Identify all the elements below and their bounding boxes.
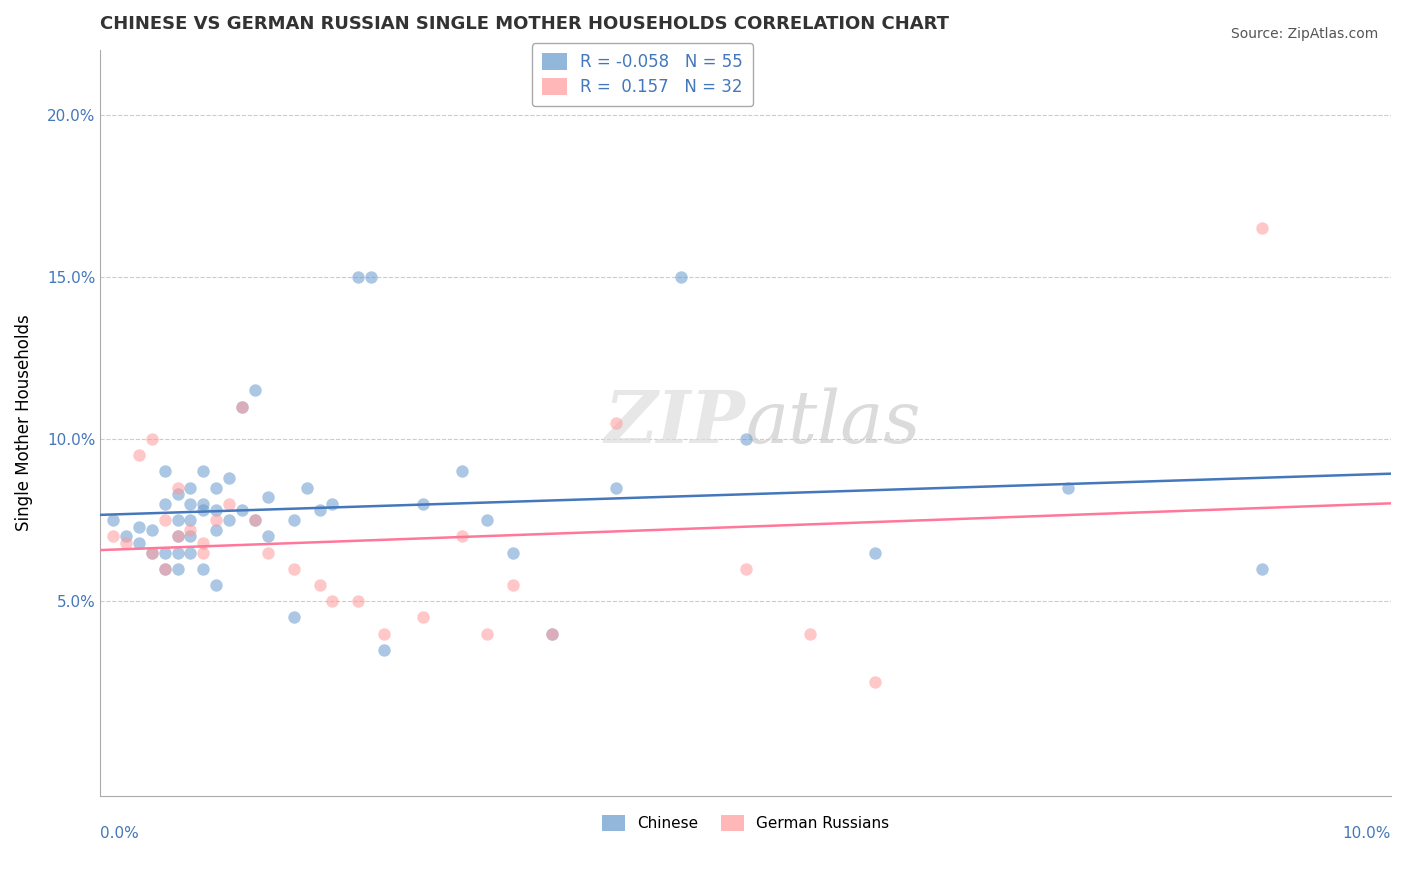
Point bbox=[231, 503, 253, 517]
Point bbox=[166, 529, 188, 543]
Point bbox=[502, 578, 524, 592]
Point bbox=[128, 536, 150, 550]
Point bbox=[321, 497, 343, 511]
Text: 10.0%: 10.0% bbox=[1343, 826, 1391, 841]
Point bbox=[799, 626, 821, 640]
Point bbox=[734, 562, 756, 576]
Point bbox=[166, 487, 188, 501]
Point bbox=[541, 626, 564, 640]
Point bbox=[115, 536, 138, 550]
Text: Source: ZipAtlas.com: Source: ZipAtlas.com bbox=[1230, 27, 1378, 41]
Point bbox=[257, 545, 280, 559]
Point bbox=[243, 384, 266, 398]
Point bbox=[153, 562, 176, 576]
Point bbox=[373, 626, 395, 640]
Point bbox=[179, 529, 201, 543]
Point bbox=[205, 523, 228, 537]
Point bbox=[193, 465, 215, 479]
Point bbox=[205, 578, 228, 592]
Point bbox=[283, 562, 305, 576]
Point bbox=[1251, 562, 1274, 576]
Point bbox=[347, 269, 370, 284]
Point bbox=[412, 497, 434, 511]
Point bbox=[141, 432, 163, 446]
Point bbox=[295, 481, 318, 495]
Point bbox=[153, 562, 176, 576]
Point bbox=[450, 529, 472, 543]
Point bbox=[502, 545, 524, 559]
Point bbox=[605, 416, 627, 430]
Point bbox=[141, 545, 163, 559]
Point bbox=[231, 400, 253, 414]
Point bbox=[231, 400, 253, 414]
Point bbox=[141, 523, 163, 537]
Point bbox=[166, 529, 188, 543]
Point bbox=[153, 513, 176, 527]
Point bbox=[153, 465, 176, 479]
Point bbox=[193, 497, 215, 511]
Point bbox=[863, 545, 886, 559]
Point bbox=[218, 513, 240, 527]
Point bbox=[605, 481, 627, 495]
Point bbox=[243, 513, 266, 527]
Point bbox=[669, 269, 692, 284]
Point bbox=[205, 481, 228, 495]
Point bbox=[179, 513, 201, 527]
Point bbox=[541, 626, 564, 640]
Point bbox=[179, 523, 201, 537]
Point bbox=[257, 491, 280, 505]
Point bbox=[218, 497, 240, 511]
Point bbox=[257, 529, 280, 543]
Point bbox=[193, 545, 215, 559]
Point bbox=[205, 503, 228, 517]
Point bbox=[153, 497, 176, 511]
Point bbox=[193, 562, 215, 576]
Point bbox=[321, 594, 343, 608]
Point bbox=[373, 642, 395, 657]
Point bbox=[412, 610, 434, 624]
Point bbox=[477, 513, 499, 527]
Point bbox=[166, 481, 188, 495]
Point bbox=[1251, 221, 1274, 235]
Point bbox=[450, 465, 472, 479]
Point bbox=[179, 545, 201, 559]
Point bbox=[360, 269, 382, 284]
Y-axis label: Single Mother Households: Single Mother Households bbox=[15, 314, 32, 531]
Point bbox=[1057, 481, 1080, 495]
Point bbox=[243, 513, 266, 527]
Text: CHINESE VS GERMAN RUSSIAN SINGLE MOTHER HOUSEHOLDS CORRELATION CHART: CHINESE VS GERMAN RUSSIAN SINGLE MOTHER … bbox=[100, 15, 949, 33]
Point bbox=[115, 529, 138, 543]
Point bbox=[101, 529, 124, 543]
Text: ZIP: ZIP bbox=[605, 387, 745, 458]
Point bbox=[193, 503, 215, 517]
Point bbox=[153, 545, 176, 559]
Point bbox=[166, 562, 188, 576]
Point bbox=[477, 626, 499, 640]
Legend: Chinese, German Russians: Chinese, German Russians bbox=[593, 806, 898, 840]
Text: 0.0%: 0.0% bbox=[100, 826, 139, 841]
Point bbox=[179, 481, 201, 495]
Point bbox=[283, 513, 305, 527]
Point bbox=[179, 497, 201, 511]
Point bbox=[863, 675, 886, 690]
Point bbox=[308, 503, 330, 517]
Point bbox=[128, 448, 150, 462]
Point bbox=[166, 545, 188, 559]
Point bbox=[205, 513, 228, 527]
Point bbox=[283, 610, 305, 624]
Point bbox=[218, 471, 240, 485]
Text: atlas: atlas bbox=[745, 387, 921, 458]
Point bbox=[308, 578, 330, 592]
Point bbox=[128, 519, 150, 533]
Point bbox=[166, 513, 188, 527]
Point bbox=[101, 513, 124, 527]
Point bbox=[193, 536, 215, 550]
Point bbox=[141, 545, 163, 559]
Point bbox=[734, 432, 756, 446]
Point bbox=[347, 594, 370, 608]
